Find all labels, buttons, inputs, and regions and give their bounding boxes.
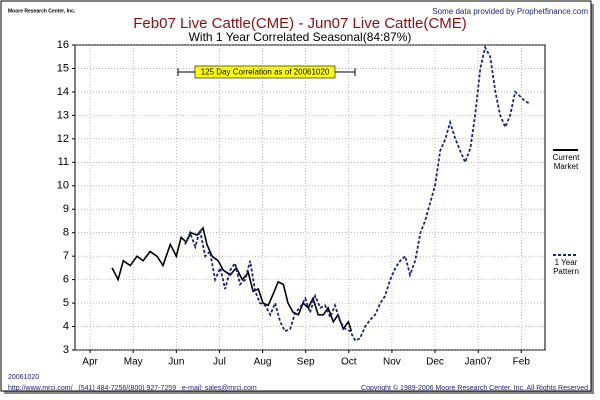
x-tick-label: Sep xyxy=(297,357,315,368)
source: Some data provided by Prophetfinance.com xyxy=(432,7,588,16)
x-tick-label: Aug xyxy=(254,357,272,368)
y-tick-label: 7 xyxy=(63,250,69,262)
y-tick-label: 16 xyxy=(57,39,69,51)
legend-label: Current Market xyxy=(552,153,580,171)
y-tick-label: 8 xyxy=(63,227,69,239)
x-tick-label: Oct xyxy=(341,357,357,368)
annotation-box xyxy=(194,65,336,79)
y-tick-label: 15 xyxy=(57,62,69,74)
x-tick-label: Nov xyxy=(383,357,401,368)
x-tick-label: Jan07 xyxy=(465,357,493,368)
x-tick-label: Feb xyxy=(513,357,531,368)
chart-subtitle: With 1 Year Correlated Seasonal(84:87%) xyxy=(189,30,412,44)
series-line xyxy=(184,44,531,342)
legend-label: 1 Year Pattern xyxy=(553,258,579,276)
logo: Moore Research Center, Inc. xyxy=(8,8,76,14)
x-tick-label: May xyxy=(124,357,143,368)
y-tick-label: 5 xyxy=(63,297,69,309)
x-tick-label: Dec xyxy=(426,357,444,368)
series-line xyxy=(111,226,353,332)
y-tick-label: 9 xyxy=(63,203,69,215)
y-tick-label: 4 xyxy=(63,320,69,332)
y-tick-label: 6 xyxy=(63,274,69,286)
x-tick-label: Jul xyxy=(213,357,226,368)
y-tick-label: 11 xyxy=(58,156,69,168)
annotation: 125 Day Correlation as of 20061020 xyxy=(201,68,330,77)
date: 20061020 xyxy=(8,374,39,381)
y-tick-label: 12 xyxy=(57,133,69,145)
footer: http://www.mrci.com/ (541) 484-7256/(800… xyxy=(8,385,257,392)
x-tick-label: Jun xyxy=(168,357,184,368)
y-tick-label: 13 xyxy=(57,109,69,121)
y-tick-label: 14 xyxy=(57,86,69,98)
x-tick-label: Apr xyxy=(82,357,98,368)
y-tick-label: 3 xyxy=(63,344,69,356)
copyright: Copyright © 1989-2006 Moore Research Cen… xyxy=(361,384,588,392)
chart-title: Feb07 Live Cattle(CME) - Jun07 Live Catt… xyxy=(133,15,466,32)
y-tick-label: 10 xyxy=(57,180,69,192)
